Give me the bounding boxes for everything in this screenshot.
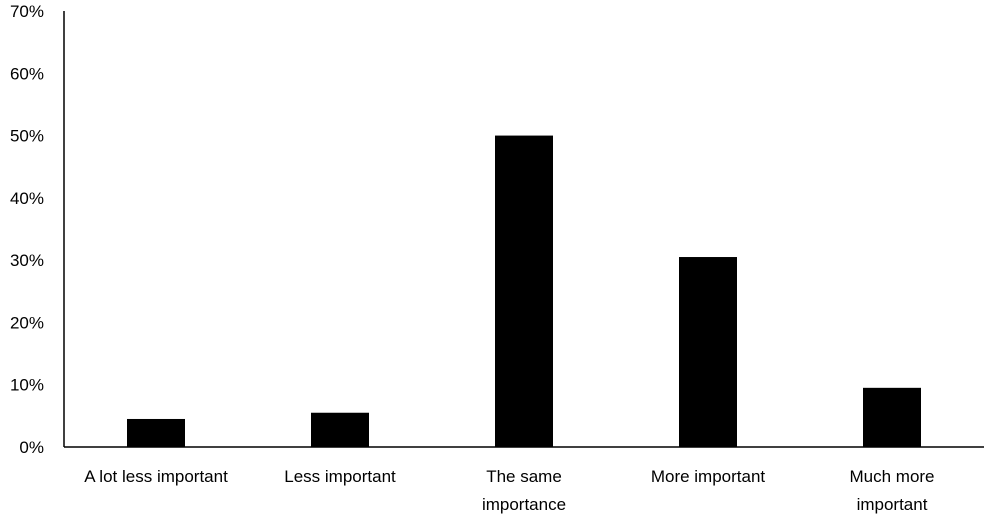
bar xyxy=(127,418,185,447)
x-category-label: important xyxy=(857,495,928,514)
y-axis-ticks: 0% 10% 20% 30% 40% 50% 60% 70% xyxy=(10,2,44,457)
x-category-label: The same xyxy=(486,467,562,486)
x-category-label: Less important xyxy=(284,467,396,486)
bar xyxy=(863,387,921,447)
y-tick-label: 40% xyxy=(10,189,44,208)
y-tick-label: 0% xyxy=(19,438,44,457)
x-axis-labels: A lot less important Less important The sa… xyxy=(84,467,934,514)
x-category-label: Much more xyxy=(849,467,934,486)
x-category-label: importance xyxy=(482,495,566,514)
bar xyxy=(679,257,737,447)
y-tick-label: 70% xyxy=(10,2,44,21)
bars xyxy=(127,135,921,448)
y-tick-label: 60% xyxy=(10,64,44,83)
y-tick-label: 10% xyxy=(10,376,44,395)
x-category-label: A lot less important xyxy=(84,467,228,486)
y-tick-label: 50% xyxy=(10,127,44,146)
bar xyxy=(495,135,553,448)
y-tick-label: 30% xyxy=(10,251,44,270)
x-category-label: More important xyxy=(651,467,766,486)
y-tick-label: 20% xyxy=(10,313,44,332)
bar xyxy=(311,412,369,447)
